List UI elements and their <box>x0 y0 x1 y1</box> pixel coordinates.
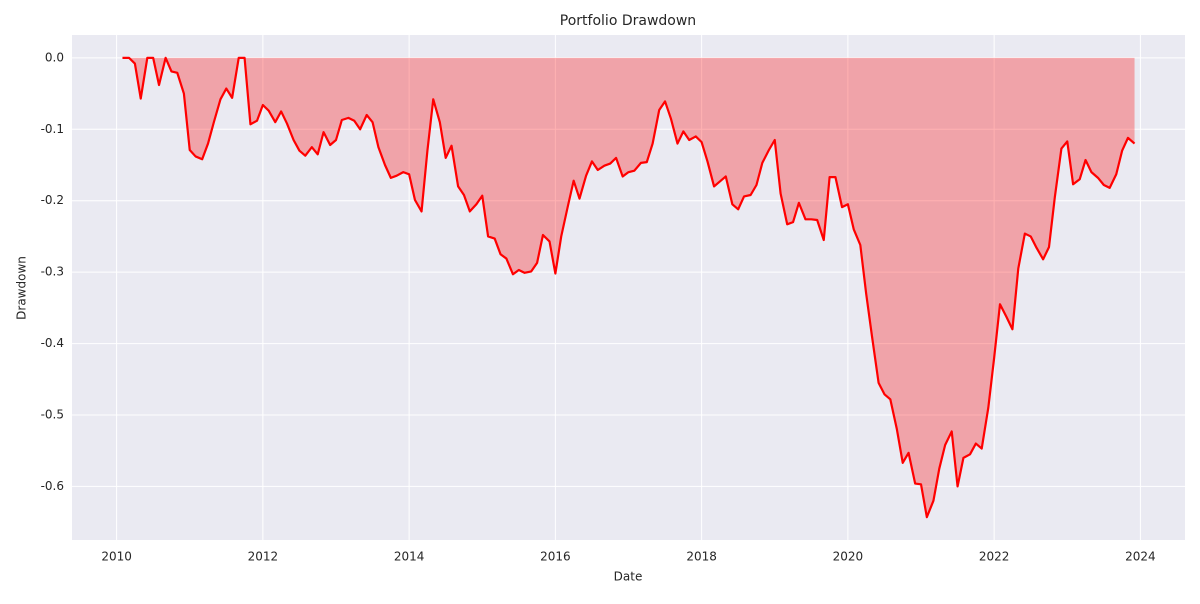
marks <box>122 56 1136 519</box>
y-tick-label: -0.1 <box>41 122 64 136</box>
drawdown-line <box>122 56 1136 519</box>
x-axis-label: Date <box>614 570 643 584</box>
y-tick-label: -0.3 <box>41 265 64 279</box>
y-axis-label: Drawdown <box>15 256 29 320</box>
y-tick-label: -0.5 <box>41 408 64 422</box>
grid <box>72 35 1185 540</box>
x-tick-label: 2012 <box>248 550 279 564</box>
x-tick-label: 2020 <box>833 550 864 564</box>
y-tick-label: -0.6 <box>41 479 64 493</box>
x-tick-label: 2014 <box>394 550 425 564</box>
x-tick-label: 2024 <box>1125 550 1156 564</box>
drawdown-area <box>122 57 1135 518</box>
x-tick-label: 2016 <box>540 550 571 564</box>
x-tick-label: 2010 <box>101 550 132 564</box>
x-tick-label: 2018 <box>686 550 717 564</box>
y-tick-label: -0.4 <box>41 336 64 350</box>
chart-title: Portfolio Drawdown <box>560 13 696 29</box>
x-tick-label: 2022 <box>979 550 1010 564</box>
y-tick-label: 0.0 <box>45 50 64 64</box>
y-tick-label: -0.2 <box>41 193 64 207</box>
